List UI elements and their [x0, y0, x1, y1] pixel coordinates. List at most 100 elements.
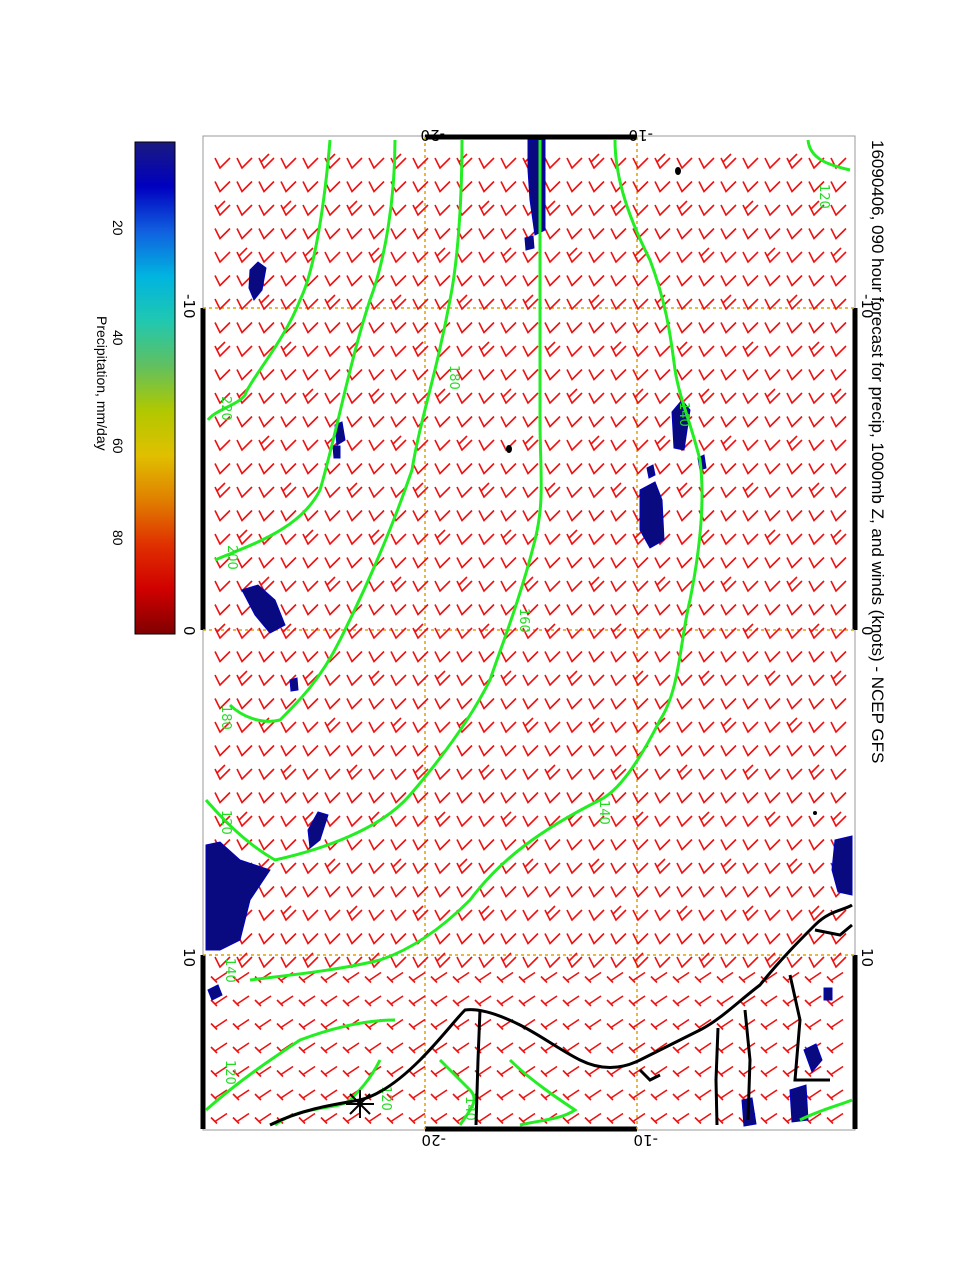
- wind-barb: [214, 341, 231, 358]
- wind-barb: [720, 533, 737, 546]
- wind-barb: [214, 157, 231, 170]
- wind-barb: [808, 341, 825, 358]
- wind-barb: [808, 932, 825, 945]
- wind-barb: [214, 439, 231, 452]
- wind-barb: [412, 956, 429, 969]
- wind-barb: [500, 462, 517, 475]
- border: [474, 1009, 482, 1126]
- wind-barb: [324, 717, 341, 734]
- wind-barb: [214, 533, 231, 546]
- wind-barb: [786, 956, 803, 969]
- wind-barb: [676, 956, 693, 969]
- wind-barb: [742, 905, 759, 922]
- wind-barb: [412, 157, 429, 170]
- wind-barb: [434, 909, 451, 922]
- wind-barb: [500, 321, 517, 334]
- wind-barb: [720, 858, 737, 875]
- wind-barb: [412, 533, 429, 546]
- wind-barb: [500, 885, 517, 898]
- wind-barb: [368, 415, 385, 428]
- contour-label: 180: [446, 365, 461, 390]
- wind-barb: [280, 932, 297, 945]
- wind-barb: [522, 697, 539, 710]
- wind-barb: [610, 697, 627, 710]
- wind-barb: [786, 509, 803, 522]
- wind-barb: [830, 439, 847, 452]
- wind-barb: [390, 274, 407, 287]
- wind-barb: [280, 815, 297, 828]
- wind-barb: [588, 717, 605, 734]
- wind-barb: [214, 509, 231, 522]
- wind-barb: [694, 1065, 712, 1078]
- wind-barb: [632, 321, 649, 334]
- wind-barb: [434, 345, 451, 358]
- wind-barb: [566, 603, 583, 616]
- wind-barb: [830, 298, 847, 311]
- wind-barb: [280, 392, 297, 405]
- wind-barb: [782, 971, 800, 984]
- wind-barb: [522, 909, 539, 922]
- wind-barb: [544, 580, 561, 593]
- wind-barb: [368, 509, 385, 522]
- contour-line: [206, 139, 332, 421]
- wind-barb: [500, 670, 517, 687]
- wind-barb: [654, 368, 671, 381]
- wind-barb: [456, 674, 473, 687]
- wind-barb: [632, 204, 649, 217]
- wind-barb: [632, 439, 649, 452]
- wind-barb: [786, 321, 803, 334]
- wind-barb: [610, 509, 627, 522]
- wind-barb: [236, 650, 253, 663]
- wind-barb: [654, 627, 671, 640]
- wind-barb: [236, 791, 253, 804]
- wind-barb: [390, 294, 407, 311]
- wind-barb: [764, 885, 781, 898]
- wind-barb: [302, 509, 319, 522]
- wind-barb: [434, 791, 451, 804]
- wind-barb: [830, 462, 847, 475]
- wind-barb: [478, 482, 495, 499]
- wind-barb: [764, 862, 781, 875]
- wind-barb: [808, 956, 825, 969]
- wind-barb: [742, 368, 759, 381]
- colorbar-tick: 20: [110, 220, 126, 236]
- wind-barb: [456, 768, 473, 781]
- wind-barb: [500, 721, 517, 734]
- wind-barb: [500, 274, 517, 287]
- wind-barb: [544, 932, 561, 945]
- wind-barb: [368, 697, 385, 710]
- wind-barb: [830, 791, 847, 804]
- wind-barb: [324, 204, 341, 217]
- wind-barb: [214, 200, 231, 217]
- wind-barb: [430, 1089, 448, 1101]
- wind-barb: [544, 274, 561, 287]
- wind-barb: [298, 1112, 316, 1125]
- wind-barb: [390, 697, 407, 710]
- wind-barb: [698, 697, 715, 710]
- wind-barb: [456, 627, 473, 640]
- wind-barb: [742, 603, 759, 616]
- wind-barb: [364, 1112, 382, 1125]
- wind-barb: [390, 791, 407, 804]
- wind-barb: [280, 603, 297, 616]
- wind-barb: [346, 838, 363, 851]
- wind-barb: [566, 697, 583, 710]
- wind-barb: [280, 251, 297, 264]
- wind-barb: [694, 971, 712, 984]
- wind-barb: [280, 415, 297, 428]
- wind-barb: [320, 1018, 338, 1031]
- wind-barb: [764, 627, 781, 640]
- wind-barb: [236, 247, 253, 264]
- wind-barb: [324, 227, 341, 240]
- wind-barb: [742, 157, 759, 170]
- wind-barb: [566, 509, 583, 522]
- wind-barb: [808, 392, 825, 405]
- wind-barb: [368, 932, 385, 945]
- wind-barb: [390, 576, 407, 593]
- wind-barb: [610, 838, 627, 851]
- contour-line: [438, 1058, 476, 1126]
- precip-area: [639, 481, 665, 549]
- wind-barb: [610, 556, 627, 569]
- wind-barb: [258, 227, 275, 240]
- wind-barb: [720, 509, 737, 522]
